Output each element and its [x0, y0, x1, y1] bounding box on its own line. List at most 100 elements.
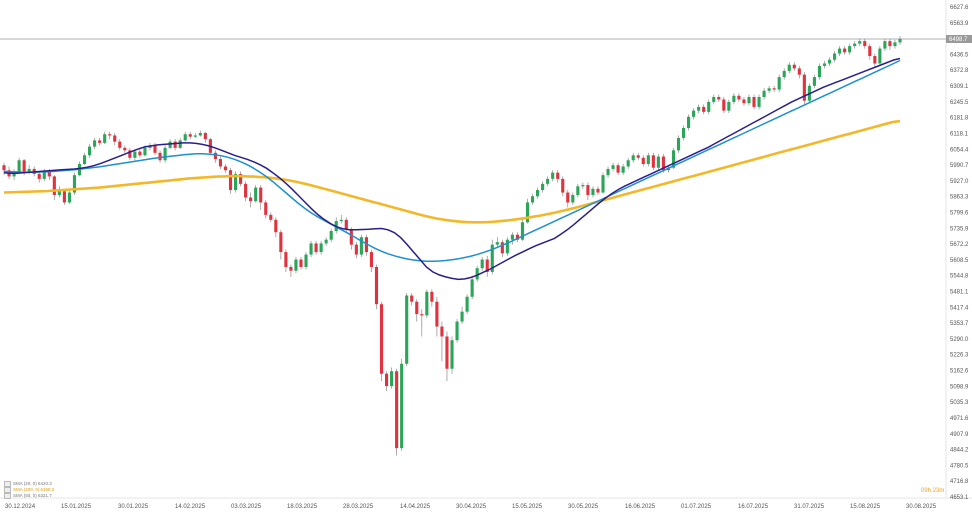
- candle-body-down: [52, 176, 56, 196]
- y-tick-label: 5735.9: [950, 226, 969, 232]
- candle-body-up: [812, 77, 816, 86]
- candle: [284, 249, 288, 272]
- y-tick-label: 6563.9: [950, 21, 969, 27]
- x-tick-label: 30.12.2024: [5, 504, 36, 510]
- candle-body-down: [445, 336, 449, 369]
- candle: [395, 368, 399, 456]
- candle-body-down: [274, 219, 278, 233]
- candle-body-down: [118, 141, 122, 148]
- candle: [374, 264, 379, 310]
- candle-body-up: [898, 38, 902, 43]
- legend-sma50[interactable]: SMA (50, 0) 6321.7: [4, 493, 54, 499]
- candle: [863, 38, 867, 49]
- candle-body-down: [239, 173, 243, 184]
- x-tick-label: 14.04.2025: [400, 504, 431, 510]
- legend-checkbox-sma20[interactable]: [4, 481, 11, 487]
- candle-body-down: [244, 183, 248, 198]
- candle: [495, 237, 499, 248]
- candle: [485, 255, 489, 277]
- candle-body-up: [163, 147, 167, 161]
- candle: [12, 168, 16, 181]
- legend-sma20[interactable]: SMA (20, 0) 6420.3: [4, 481, 54, 487]
- candle: [712, 94, 716, 105]
- candle: [500, 239, 504, 258]
- candle-body-down: [868, 46, 872, 57]
- candle-body-down: [843, 48, 847, 53]
- y-tick-label: 4907.9: [950, 432, 969, 438]
- candle-body-up: [878, 48, 882, 64]
- candle-body-up: [536, 190, 540, 197]
- candle-body-down: [430, 291, 434, 302]
- candle-body-down: [515, 234, 519, 240]
- legend-sma200[interactable]: SMA (200, 0) 6168.2: [4, 487, 54, 493]
- candle-body-up: [233, 173, 238, 191]
- candle-body-up: [541, 183, 545, 191]
- candle: [198, 130, 202, 137]
- candle-body-up: [551, 172, 555, 179]
- candle-body-up: [490, 244, 494, 272]
- candle: [435, 296, 439, 337]
- candle-body-up: [27, 168, 31, 172]
- candle-body-up: [681, 128, 686, 138]
- y-tick-label: 4653.1: [950, 495, 969, 501]
- candle-body-down: [47, 171, 51, 177]
- legend-checkbox-sma50[interactable]: [4, 493, 11, 499]
- candle: [883, 38, 887, 52]
- candle-body-down: [722, 99, 726, 111]
- candle: [556, 170, 560, 183]
- legend-checkbox-sma200[interactable]: [4, 487, 11, 493]
- candle-body-up: [93, 140, 97, 147]
- candle-body-up: [591, 188, 595, 196]
- candle-body-up: [732, 95, 736, 102]
- candle-body-down: [737, 95, 741, 100]
- candle-body-up: [405, 295, 409, 364]
- candle: [475, 265, 479, 282]
- candle: [873, 53, 877, 68]
- candle-body-up: [339, 219, 343, 222]
- candle: [314, 240, 318, 255]
- candle: [379, 301, 384, 382]
- candle-body-up: [133, 151, 137, 158]
- candle: [218, 156, 223, 169]
- y-tick-label: 6054.4: [950, 147, 969, 153]
- candle: [279, 229, 283, 260]
- y-tick-label: 5481.1: [950, 290, 969, 296]
- candle-body-down: [2, 165, 6, 171]
- candle-body-down: [702, 106, 706, 112]
- candle-body-up: [88, 146, 92, 156]
- candle: [616, 162, 620, 176]
- x-tick-label: 16.06.2025: [625, 504, 656, 510]
- candle: [656, 154, 660, 171]
- candle: [762, 88, 766, 100]
- candle-body-up: [510, 234, 514, 240]
- candle: [324, 237, 328, 246]
- candle-body-up: [294, 259, 298, 271]
- candle-body-up: [525, 202, 530, 223]
- candle-body-down: [314, 243, 318, 253]
- candle: [93, 137, 97, 150]
- candle-body-up: [858, 41, 862, 44]
- x-axis: 30.12.2024 15.01.2025 30.01.2025 14.02.2025…: [5, 504, 937, 510]
- candle-body-down: [717, 96, 721, 100]
- legend-label-sma20: SMA (20, 0) 6420.3: [13, 481, 52, 486]
- candle-body-up: [12, 172, 16, 177]
- candle-body-down: [279, 232, 283, 253]
- candle-body-down: [62, 191, 66, 203]
- y-tick-label: 6118.1: [950, 131, 969, 137]
- candle-body-down: [410, 295, 414, 302]
- candle: [480, 257, 484, 271]
- candle: [742, 96, 746, 106]
- candle: [103, 131, 107, 145]
- candle: [853, 41, 857, 49]
- x-tick-label: 28.03.2025: [343, 504, 374, 510]
- y-tick-label: 6245.5: [950, 100, 969, 106]
- candle-body-up: [324, 239, 328, 244]
- candle-body-up: [601, 175, 605, 193]
- candle-body-up: [530, 196, 535, 203]
- candle: [767, 85, 771, 94]
- candle: [62, 190, 66, 205]
- candle: [546, 176, 550, 187]
- candle: [621, 163, 625, 176]
- candle-body-up: [626, 160, 630, 167]
